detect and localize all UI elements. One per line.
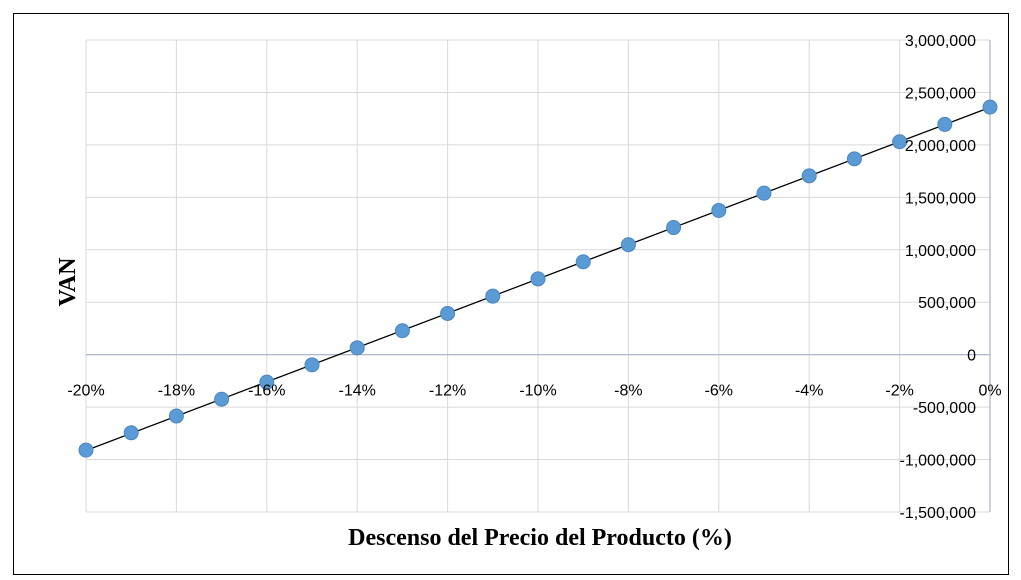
y-tick-label: -1,000,000 <box>899 453 976 470</box>
y-tick-label: 2,000,000 <box>905 138 976 155</box>
axes <box>86 40 991 512</box>
data-point <box>982 99 998 115</box>
x-axis-title: Descenso del Precio del Producto (%) <box>348 525 732 551</box>
data-point <box>575 254 591 270</box>
x-tick-label: -18% <box>158 383 195 400</box>
data-point <box>620 237 636 253</box>
data-point <box>394 323 410 339</box>
data-point <box>440 305 456 321</box>
gridlines <box>85 39 991 513</box>
x-tick-label: -14% <box>339 383 376 400</box>
x-tick-label: -8% <box>614 383 642 400</box>
data-point <box>214 391 230 407</box>
data-point <box>78 442 94 458</box>
data-point <box>123 425 139 441</box>
x-tick-label: 0% <box>978 383 1001 400</box>
data-point <box>168 408 184 424</box>
data-point <box>485 288 501 304</box>
y-tick-label: 3,000,000 <box>905 33 976 50</box>
x-tick-label: -4% <box>795 383 823 400</box>
data-points <box>78 99 998 458</box>
data-point <box>801 168 817 184</box>
y-tick-label: 2,500,000 <box>905 85 976 102</box>
y-tick-label: -500,000 <box>913 400 976 417</box>
data-point <box>711 202 727 218</box>
y-tick-label: -1,500,000 <box>899 505 976 522</box>
y-axis-title: VAN <box>55 257 81 307</box>
data-point <box>756 185 772 201</box>
data-point <box>304 357 320 373</box>
y-tick-label: 500,000 <box>918 295 976 312</box>
y-tick-label: 1,500,000 <box>905 190 976 207</box>
data-point <box>259 374 275 390</box>
data-point <box>666 220 682 236</box>
x-tick-label: -2% <box>885 383 913 400</box>
data-point <box>846 151 862 167</box>
data-point <box>892 134 908 150</box>
x-tick-label: -6% <box>705 383 733 400</box>
data-point <box>530 271 546 287</box>
y-tick-label: 0 <box>967 348 976 365</box>
x-tick-label: -10% <box>519 383 556 400</box>
x-tick-label: -20% <box>67 383 104 400</box>
chart-frame <box>13 13 1009 575</box>
x-tick-label: -16% <box>248 383 285 400</box>
data-point <box>349 340 365 356</box>
data-point <box>937 116 953 132</box>
y-tick-label: 1,000,000 <box>905 243 976 260</box>
tick-labels: -20% -18% -16% -14% -12% -10% -8% -6% -4% -2% 0% -1… <box>67 33 1001 522</box>
x-tick-label: -12% <box>429 383 466 400</box>
